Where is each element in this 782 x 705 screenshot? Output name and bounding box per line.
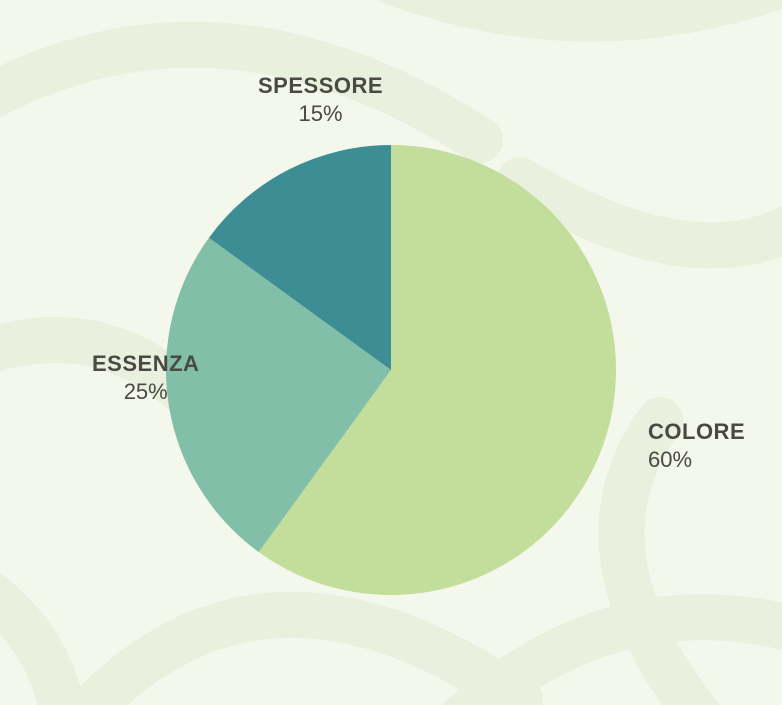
slice-label-pct: 25% <box>92 378 199 406</box>
slice-label-name: COLORE <box>648 418 745 446</box>
slice-label-pct: 60% <box>648 446 745 474</box>
slice-label-spessore: SPESSORE15% <box>258 72 383 127</box>
slice-label-name: SPESSORE <box>258 72 383 100</box>
slice-label-pct: 15% <box>258 100 383 128</box>
slice-label-name: ESSENZA <box>92 350 199 378</box>
slice-label-colore: COLORE60% <box>648 418 745 473</box>
slice-label-essenza: ESSENZA25% <box>92 350 199 405</box>
pie-chart-container: COLORE60% ESSENZA25% SPESSORE15% <box>0 0 782 705</box>
